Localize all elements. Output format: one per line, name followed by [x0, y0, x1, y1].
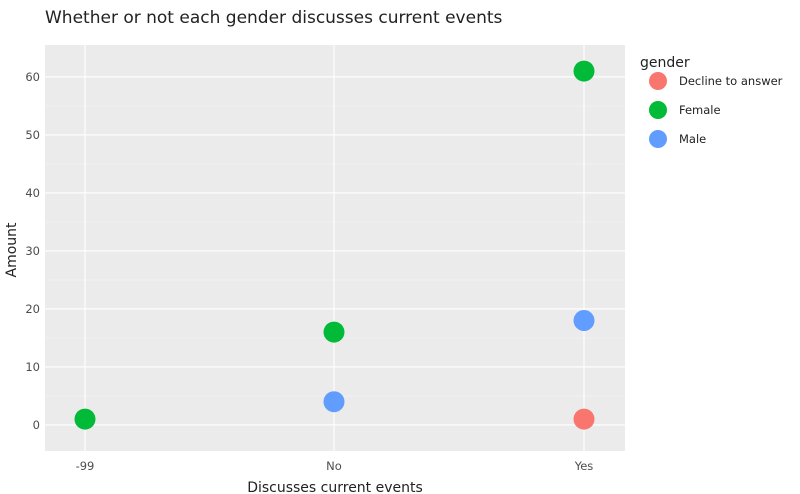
data-point [323, 321, 345, 343]
y-axis-ticks: 0 10 20 30 40 50 60 [25, 70, 40, 432]
y-tick-label: 10 [25, 360, 40, 374]
legend-title: gender [640, 55, 690, 71]
legend: gender Decline to answer Female Male [640, 55, 783, 148]
data-point [573, 60, 595, 82]
data-point [573, 310, 595, 331]
grid-lines [45, 45, 625, 451]
y-tick-label: 40 [25, 186, 40, 200]
data-point [573, 408, 595, 430]
x-tick-label: No [326, 459, 342, 473]
data-point [74, 408, 96, 430]
chart-title: Whether or not each gender discusses cur… [45, 8, 503, 28]
y-axis-title: Amount [4, 222, 20, 278]
x-axis-title: Discusses current events [247, 480, 423, 494]
y-tick-label: 50 [25, 128, 40, 142]
plot-panel [45, 45, 625, 451]
data-point [323, 391, 345, 413]
legend-key [649, 101, 667, 119]
x-axis-ticks: -99 No Yes [76, 459, 594, 473]
y-tick-label: 20 [25, 302, 40, 316]
legend-label: Male [679, 132, 706, 146]
legend-label: Decline to answer [679, 74, 783, 88]
y-tick-label: 0 [33, 418, 40, 432]
data-points [74, 60, 595, 430]
legend-label: Female [679, 103, 721, 117]
y-tick-label: 60 [25, 70, 40, 84]
y-tick-label: 30 [25, 244, 40, 258]
x-tick-label: -99 [76, 459, 95, 473]
x-tick-label: Yes [574, 459, 594, 473]
legend-key [649, 72, 667, 90]
legend-key [649, 130, 667, 148]
